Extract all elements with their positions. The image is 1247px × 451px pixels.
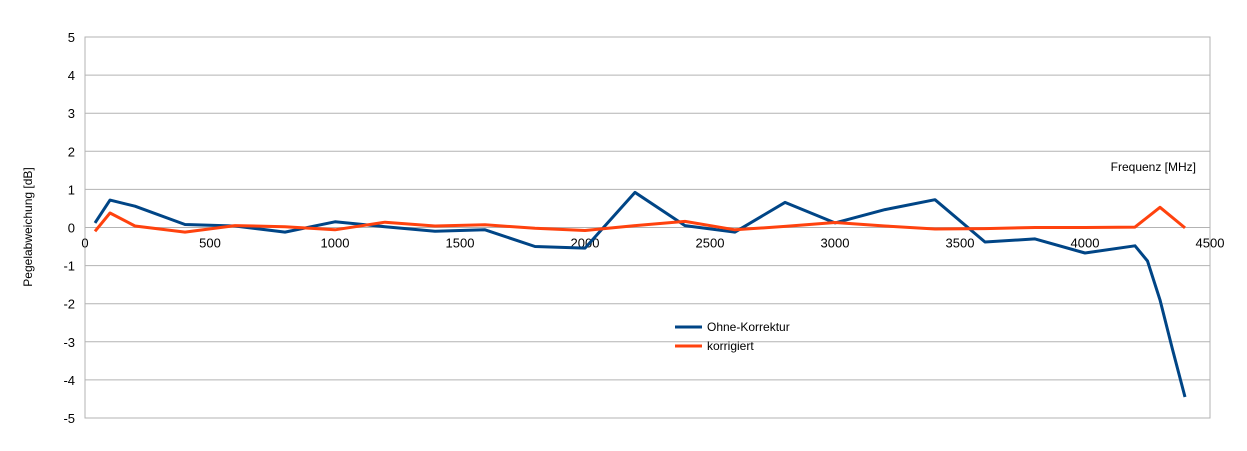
y-tick-labels: 5 4 3 2 1 0 -1 -2 -3 -4 -5 — [63, 30, 75, 426]
legend-label-korrigiert: korrigiert — [707, 339, 754, 353]
y-axis-title: Pegelabweichung [dB] — [21, 167, 35, 286]
legend-label-ohne-korrektur: Ohne-Korrektur — [707, 320, 790, 334]
x-tick-label: 1000 — [321, 236, 350, 251]
x-tick-label: 4000 — [1071, 236, 1100, 251]
x-tick-label: 3000 — [821, 236, 850, 251]
y-tick-label: 4 — [68, 68, 75, 83]
x-tick-label: 0 — [81, 236, 88, 251]
x-tick-label: 500 — [199, 236, 221, 251]
x-tick-labels: 0 500 1000 1500 2000 2500 3000 3500 4000 4500 — [81, 236, 1224, 251]
y-tick-label: 3 — [68, 106, 75, 121]
series-line-korrigiert — [93, 205, 1186, 234]
legend: Ohne-Korrektur korrigiert — [675, 320, 790, 353]
y-tick-label: 2 — [68, 144, 75, 159]
series-line-ohne-korrektur — [93, 190, 1187, 398]
y-tick-label: 1 — [68, 182, 75, 197]
y-tick-label: 5 — [68, 30, 75, 45]
x-tick-label: 2500 — [696, 236, 725, 251]
y-tick-label: -1 — [63, 259, 75, 274]
x-tick-label: 3500 — [946, 236, 975, 251]
x-axis-title: Frequenz [MHz] — [1111, 160, 1196, 174]
y-tick-label: -3 — [63, 335, 75, 350]
y-tick-label: -2 — [63, 297, 75, 312]
y-tick-label: -4 — [63, 373, 75, 388]
x-tick-label: 1500 — [446, 236, 475, 251]
plot-area — [84, 36, 1211, 419]
series-lines — [93, 190, 1187, 398]
x-tick-label: 4500 — [1196, 236, 1225, 251]
y-tick-label: 0 — [68, 221, 75, 236]
y-tick-label: -5 — [63, 411, 75, 426]
